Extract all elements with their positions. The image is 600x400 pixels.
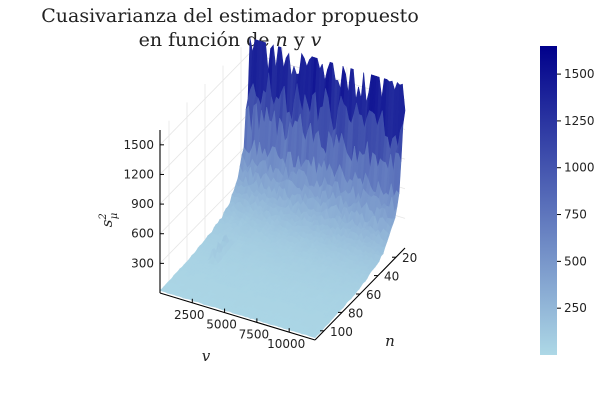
x-tick-label: 5000: [206, 318, 237, 332]
colorbar-tick-label: 1500: [564, 67, 595, 81]
z-axis-label: s2μ: [98, 213, 120, 228]
x-tick-label: 2500: [174, 308, 205, 322]
title-line2-var2: v: [311, 29, 322, 51]
colorbar-tick-label: 750: [564, 208, 587, 222]
y-axis-label: n: [385, 332, 395, 350]
colorbar: [540, 46, 557, 355]
surface-cell: [311, 334, 318, 339]
chart-title-line1: Cuasivarianza del estimador propuesto: [41, 5, 419, 27]
y-tick-label: 60: [366, 288, 381, 302]
title-line2-prefix: en función de: [139, 29, 270, 51]
y-tick-label: 80: [348, 306, 363, 320]
x-axis-label: v: [202, 347, 211, 365]
z-tick-label: 1200: [123, 167, 154, 181]
z-tick-label: 300: [131, 256, 154, 270]
colorbar-ticks: 250 500 750 1000 1250 1500: [557, 67, 595, 315]
y-tick-label: 40: [384, 270, 399, 284]
title-line2-mid: y: [293, 29, 305, 51]
x-tick-label: 10000: [267, 337, 305, 351]
svg-text:s2μ: s2μ: [98, 213, 120, 228]
colorbar-tick-label: 1000: [564, 161, 595, 175]
title-line2-var1: n: [276, 29, 288, 51]
z-label-base: s: [98, 219, 116, 227]
x-tick-label: 7500: [239, 327, 270, 341]
y-tick-label: 20: [402, 251, 417, 265]
colorbar-tick-label: 250: [564, 301, 587, 315]
z-tick-label: 1500: [123, 138, 154, 152]
colorbar-tick-label: 500: [564, 254, 587, 268]
z-label-sub: μ: [109, 213, 120, 220]
colorbar-tick-label: 1250: [564, 114, 595, 128]
surface-layer: [159, 37, 406, 339]
z-tick-label: 900: [131, 197, 154, 211]
z-label-sup: 2: [98, 213, 109, 220]
chart-title-line2: en función de n y v: [139, 29, 322, 51]
y-tick-label: 100: [330, 325, 353, 339]
z-tick-label: 600: [131, 227, 154, 241]
